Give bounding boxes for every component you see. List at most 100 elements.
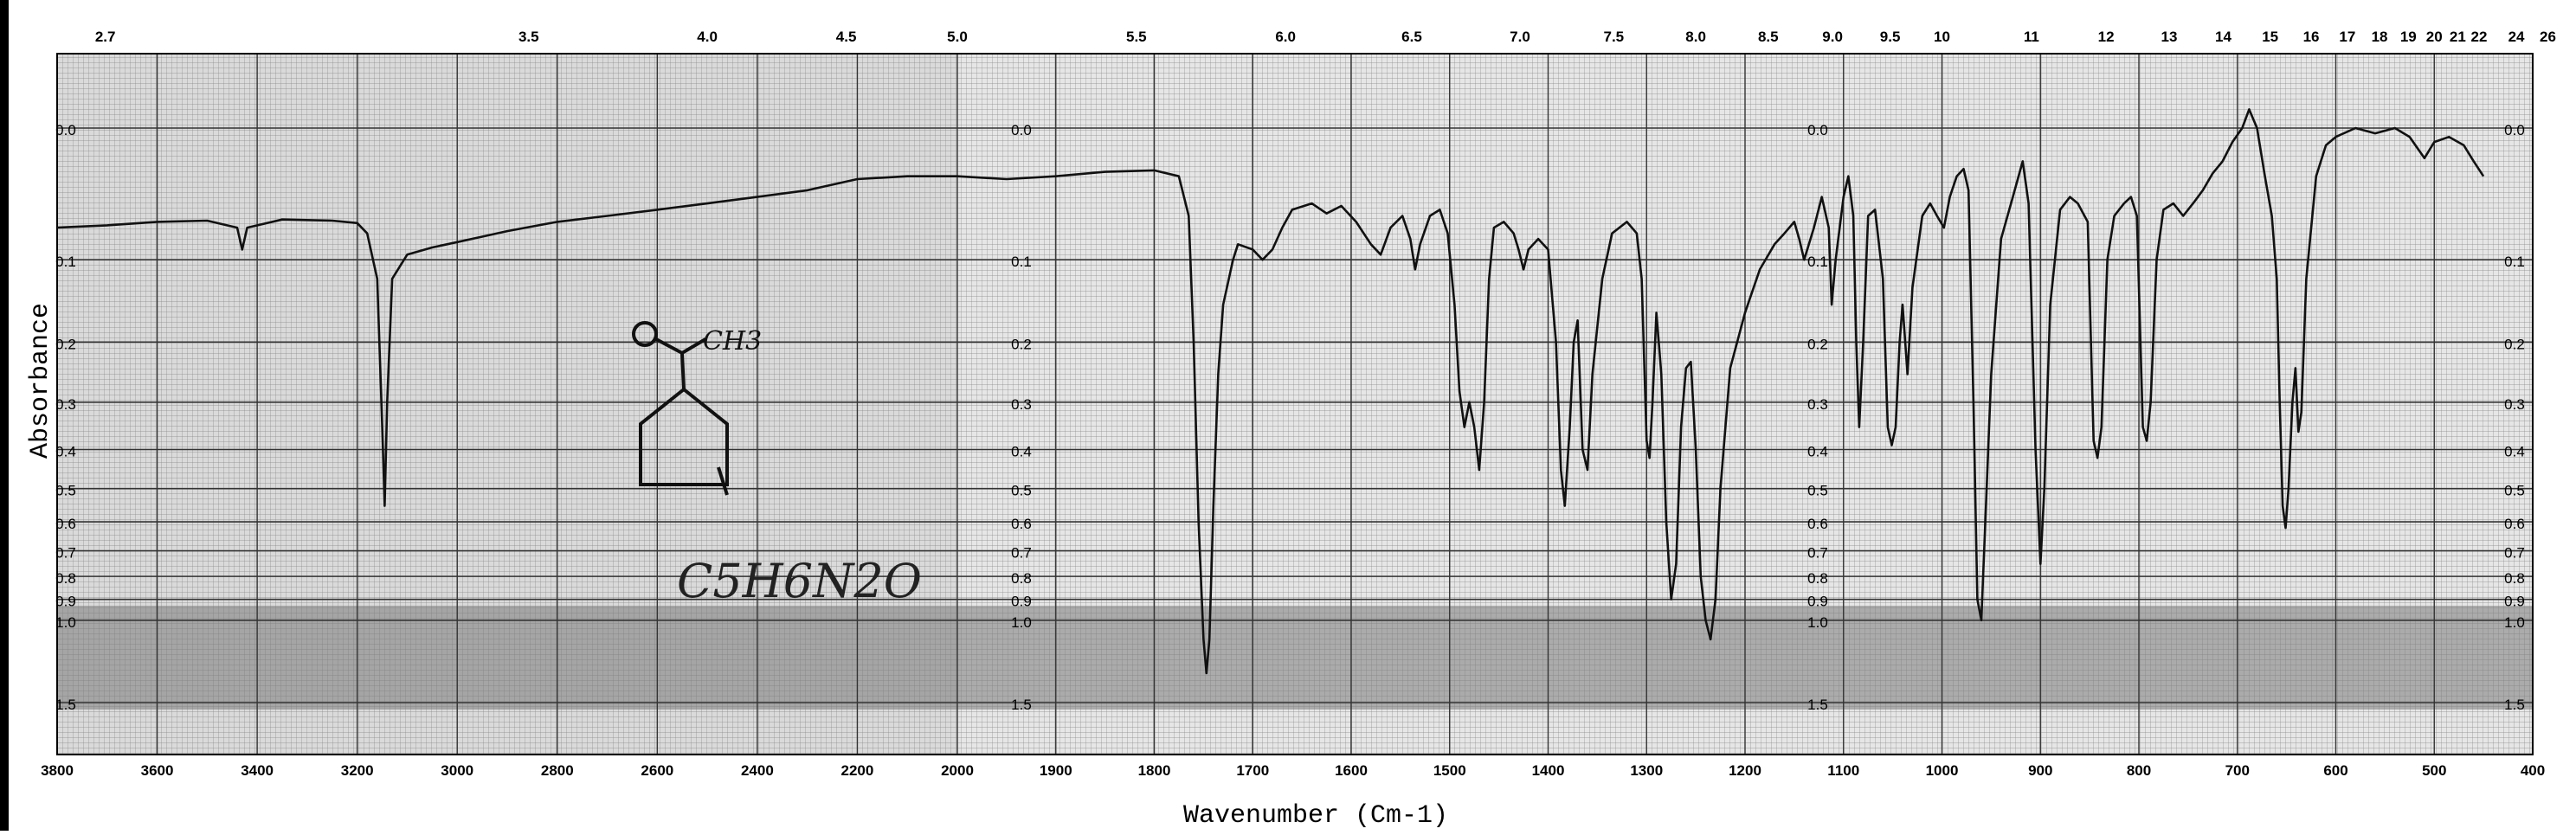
top-tick-label: 24 — [2508, 29, 2525, 45]
y-tick-label: 0.0 — [1807, 122, 1828, 138]
y-tick-label: 0.3 — [2504, 396, 2525, 413]
y-tick-label: 0.7 — [55, 545, 76, 562]
y-tick-label: 0.9 — [1807, 594, 1828, 610]
y-tick-label: 0.1 — [1807, 254, 1828, 270]
x-tick-label: 1000 — [1926, 762, 1959, 779]
x-tick-label: 800 — [2127, 762, 2151, 779]
y-tick-label: 1.0 — [55, 614, 76, 631]
y-tick-label: 0.9 — [1011, 594, 1032, 610]
structure-label-ch3: CH3 — [703, 326, 762, 356]
top-tick-label: 9.5 — [1880, 29, 1901, 45]
x-tick-label: 3000 — [441, 762, 473, 779]
x-tick-label: 1900 — [1040, 762, 1072, 779]
x-tick-label: 2200 — [841, 762, 874, 779]
top-tick-label: 6.0 — [1275, 29, 1296, 45]
top-tick-label: 14 — [2215, 29, 2231, 45]
x-tick-label: 1800 — [1138, 762, 1171, 779]
y-tick-label: 0.5 — [2504, 483, 2525, 499]
x-tick-label: 900 — [2028, 762, 2052, 779]
top-tick-label: 10 — [1934, 29, 1950, 45]
y-tick-label: 0.0 — [2504, 122, 2525, 138]
x-axis-label: Wavenumber (Cm-1) — [1183, 801, 1448, 831]
top-tick-label: 19 — [2400, 29, 2417, 45]
x-tick-label: 1500 — [1433, 762, 1466, 779]
major-grid — [56, 54, 2534, 755]
y-tick-label: 0.9 — [2504, 594, 2525, 610]
y-tick-label: 0.8 — [1807, 570, 1828, 587]
top-tick-label: 15 — [2262, 29, 2278, 45]
y-tick-label: 0.4 — [55, 444, 76, 460]
top-tick-label: 4.0 — [697, 29, 718, 45]
plot-frame — [56, 53, 2534, 755]
y-tick-label: 0.6 — [55, 516, 76, 532]
y-tick-label: 0.7 — [2504, 545, 2525, 562]
top-tick-label: 2.7 — [95, 29, 116, 45]
x-tick-label: 1100 — [1827, 762, 1859, 779]
x-tick-label: 2000 — [941, 762, 974, 779]
y-tick-label: 0.5 — [1011, 483, 1032, 499]
top-tick-label: 18 — [2372, 29, 2388, 45]
top-tick-label: 8.5 — [1758, 29, 1779, 45]
top-tick-label: 6.5 — [1401, 29, 1422, 45]
y-tick-label: 0.1 — [2504, 254, 2525, 270]
y-tick-label: 1.0 — [1011, 614, 1032, 631]
y-tick-label: 0.5 — [1807, 483, 1828, 499]
y-tick-label: 1.5 — [55, 697, 76, 713]
x-tick-label: 500 — [2422, 762, 2446, 779]
y-tick-label: 0.2 — [55, 336, 76, 352]
top-tick-label: 20 — [2426, 29, 2443, 45]
structure-sketch — [632, 321, 729, 496]
top-tick-label: 22 — [2470, 29, 2487, 45]
y-tick-label: 1.5 — [2504, 697, 2525, 713]
formula-annotation: C5H6N2O — [677, 554, 922, 608]
y-tick-label: 0.8 — [55, 570, 76, 587]
top-tick-label: 11 — [2024, 29, 2039, 45]
y-tick-label: 0.4 — [1807, 444, 1828, 460]
y-tick-label: 0.4 — [2504, 444, 2525, 460]
top-tick-label: 21 — [2450, 29, 2466, 45]
x-tick-label: 1400 — [1532, 762, 1565, 779]
y-tick-label: 1.5 — [1011, 697, 1032, 713]
y-tick-label: 0.1 — [1011, 254, 1032, 270]
y-tick-label: 0.3 — [1807, 396, 1828, 413]
y-tick-label: 0.2 — [1807, 336, 1828, 352]
top-tick-label: 3.5 — [518, 29, 539, 45]
top-axis-ticks: 2.7 3.5 4.0 4.5 5.0 5.5 6.0 6.5 7.0 7.5 8.0 8.5 9.0 9… — [95, 29, 2556, 45]
top-tick-label: 5.0 — [947, 29, 968, 45]
y-tick-label: 0.1 — [55, 254, 76, 270]
x-tick-label: 2800 — [541, 762, 574, 779]
top-tick-label: 12 — [2098, 29, 2115, 45]
x-tick-label: 700 — [2225, 762, 2250, 779]
y-axis-label: Absorbance — [26, 303, 55, 459]
top-tick-label: 7.5 — [1604, 29, 1625, 45]
y-tick-label: 1.0 — [1807, 614, 1828, 631]
x-tick-label: 1200 — [1729, 762, 1761, 779]
left-edge-bar — [0, 0, 9, 831]
x-tick-label: 1700 — [1236, 762, 1269, 779]
y-tick-label: 0.5 — [55, 483, 76, 499]
top-tick-label: 8.0 — [1685, 29, 1706, 45]
x-tick-label: 3400 — [241, 762, 274, 779]
x-axis-ticks: 3800 3600 3400 3200 3000 2800 2600 2400 2200 2000… — [41, 762, 2545, 779]
y-tick-label: 0.3 — [1011, 396, 1032, 413]
y-tick-label: 0.9 — [55, 594, 76, 610]
x-tick-label: 600 — [2323, 762, 2347, 779]
top-tick-label: 4.5 — [836, 29, 857, 45]
y-tick-label: 0.0 — [55, 122, 76, 138]
x-tick-label: 3600 — [141, 762, 174, 779]
y-tick-label: 0.6 — [2504, 516, 2525, 532]
y-tick-label: 0.3 — [55, 396, 76, 413]
y-tick-label: 0.2 — [2504, 336, 2525, 352]
y-tick-label: 0.4 — [1011, 444, 1032, 460]
y-tick-label: 0.0 — [1011, 122, 1032, 138]
y-tick-label: 0.2 — [1011, 336, 1032, 352]
top-tick-label: 26 — [2540, 29, 2556, 45]
spectrum-line — [56, 108, 2485, 675]
x-tick-label: 2400 — [741, 762, 774, 779]
y-tick-label: 0.7 — [1807, 545, 1828, 562]
top-tick-label: 16 — [2303, 29, 2320, 45]
x-tick-label: 3200 — [341, 762, 374, 779]
x-tick-label: 400 — [2521, 762, 2545, 779]
